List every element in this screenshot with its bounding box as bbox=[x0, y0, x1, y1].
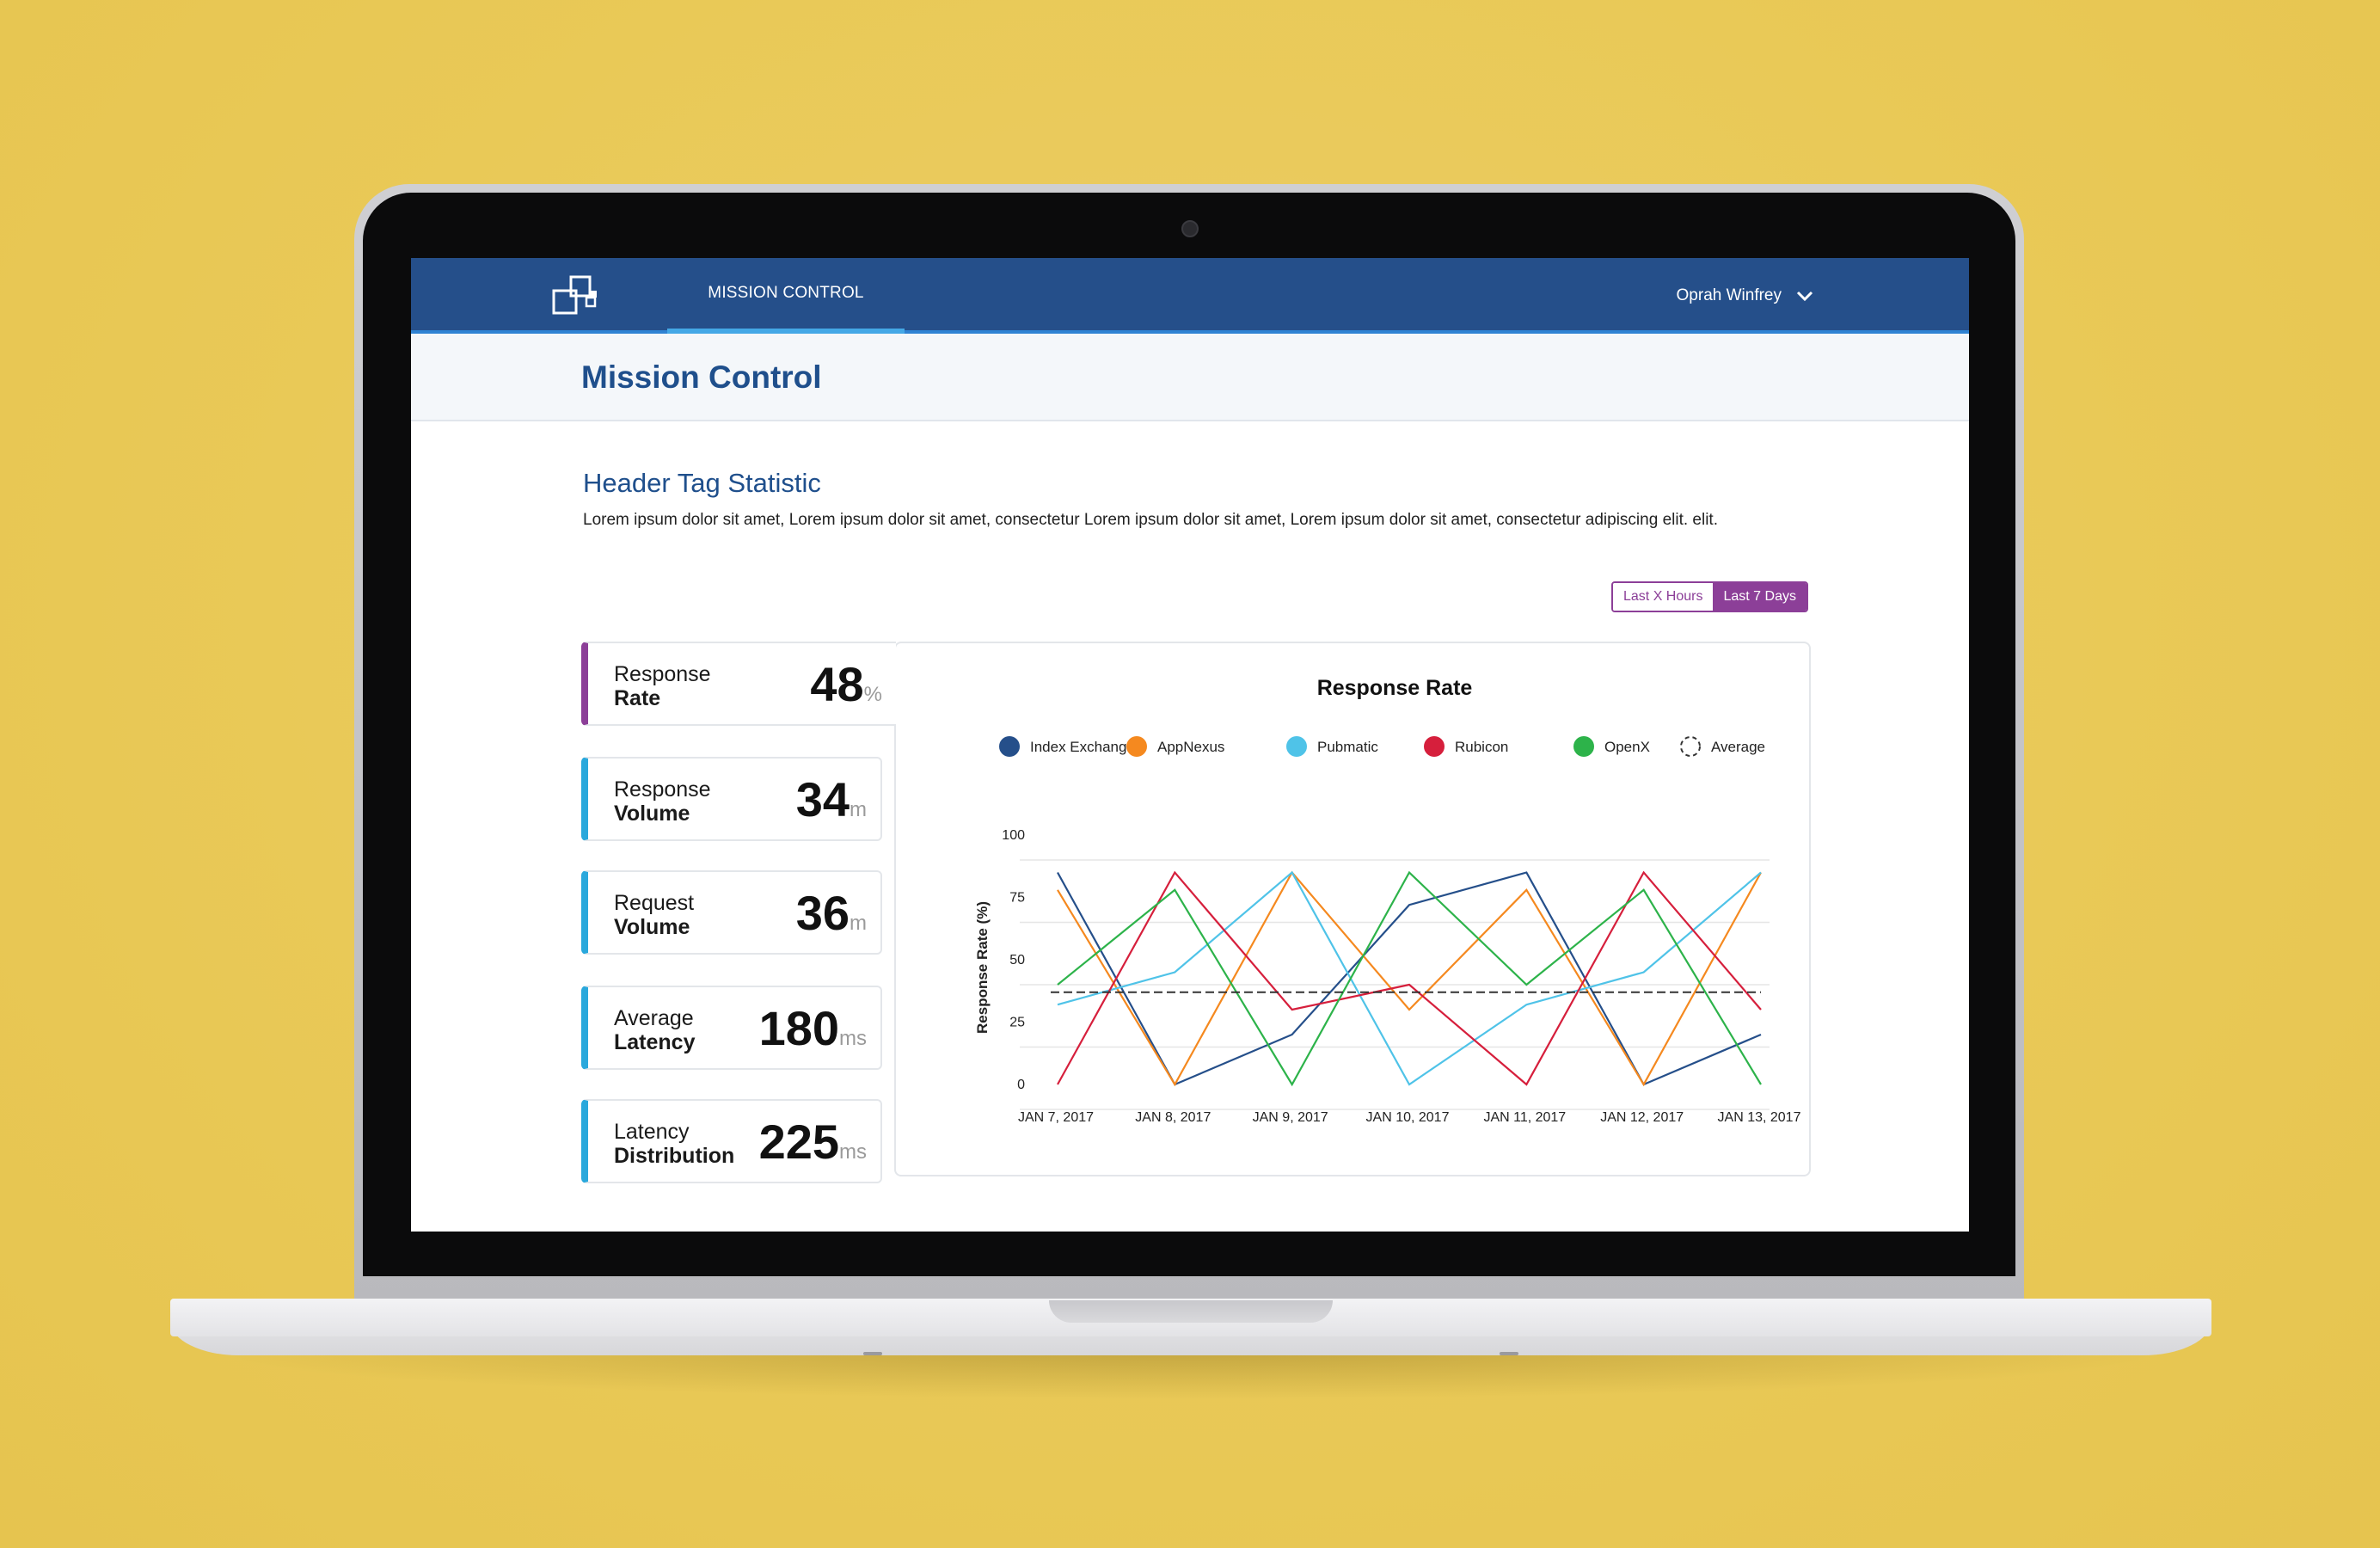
stat-card-response-volume[interactable]: Response Volume 34m bbox=[581, 757, 882, 841]
legend-label: Index Exchange bbox=[1030, 739, 1135, 755]
y-axis-label: Response Rate (%) bbox=[974, 901, 991, 1034]
user-menu[interactable]: Oprah Winfrey bbox=[1677, 258, 1814, 334]
section-description: Lorem ipsum dolor sit amet, Lorem ipsum … bbox=[583, 511, 1718, 529]
laptop-notch bbox=[1049, 1300, 1333, 1323]
chevron-down-icon bbox=[1796, 291, 1813, 302]
time-range-toggle: Last X Hours Last 7 Days bbox=[1611, 581, 1808, 612]
y-tick-label: 100 bbox=[1002, 828, 1025, 843]
legend-label: Average bbox=[1711, 739, 1765, 755]
x-tick-label: JAN 12, 2017 bbox=[1600, 1110, 1684, 1125]
stat-label: Response Volume bbox=[614, 777, 711, 826]
range-last-7-days-button[interactable]: Last 7 Days bbox=[1713, 583, 1806, 611]
stat-label: Request Volume bbox=[614, 891, 695, 939]
y-tick-label: 75 bbox=[1009, 891, 1025, 906]
stat-value: 36m bbox=[795, 886, 867, 940]
stat-value: 48% bbox=[810, 657, 882, 711]
stat-card-response-rate[interactable]: Response Rate 48% bbox=[581, 642, 896, 726]
y-tick-label: 50 bbox=[1009, 953, 1025, 968]
stat-label: Average Latency bbox=[614, 1006, 696, 1054]
stat-card-request-volume[interactable]: Request Volume 36m bbox=[581, 870, 882, 955]
webcam bbox=[1181, 220, 1199, 237]
stat-label: Latency Distribution bbox=[614, 1120, 735, 1168]
x-tick-label: JAN 10, 2017 bbox=[1366, 1110, 1450, 1125]
active-tab-indicator bbox=[667, 329, 905, 334]
range-last-x-hours-button[interactable]: Last X Hours bbox=[1613, 583, 1714, 611]
page-title: Mission Control bbox=[581, 359, 822, 395]
legend-swatch bbox=[999, 736, 1020, 757]
legend-swatch bbox=[1126, 736, 1147, 757]
chart-title: Response Rate bbox=[1317, 676, 1473, 700]
response-rate-chart: Response Rate Index Exchange AppNexus Pubma… bbox=[974, 676, 1801, 1125]
legend-label: AppNexus bbox=[1157, 739, 1224, 755]
section-title: Header Tag Statistic bbox=[583, 468, 821, 498]
legend-swatch bbox=[1424, 736, 1445, 757]
stat-label: Response Rate bbox=[614, 662, 711, 710]
stat-value: 34m bbox=[795, 772, 867, 826]
legend-swatch bbox=[1286, 736, 1307, 757]
chart-panel: Response Rate Index Exchange AppNexus Pubma… bbox=[894, 642, 1811, 1176]
legend-label: Rubicon bbox=[1455, 739, 1508, 755]
legend-swatch-average bbox=[1680, 736, 1701, 757]
laptop-foot-right bbox=[1500, 1352, 1518, 1355]
tab-mission-control[interactable]: MISSION CONTROL bbox=[708, 284, 864, 302]
y-tick-label: 25 bbox=[1009, 1016, 1025, 1030]
x-tick-label: JAN 13, 2017 bbox=[1718, 1110, 1801, 1125]
laptop-foot-left bbox=[863, 1352, 882, 1355]
app-screen: MISSION CONTROL Oprah Winfrey Mission Co… bbox=[411, 258, 1969, 1232]
stat-value: 225ms bbox=[758, 1115, 867, 1169]
x-tick-label: JAN 7, 2017 bbox=[1018, 1110, 1094, 1125]
legend-label: Pubmatic bbox=[1317, 739, 1378, 755]
legend-label: OpenX bbox=[1604, 739, 1650, 755]
app-logo-icon[interactable] bbox=[552, 273, 604, 316]
page-header: Mission Control bbox=[411, 334, 1969, 421]
legend-swatch bbox=[1573, 736, 1594, 757]
top-navbar: MISSION CONTROL Oprah Winfrey bbox=[411, 258, 1969, 334]
series-line-pubmatic bbox=[1057, 870, 1762, 1086]
x-tick-label: JAN 9, 2017 bbox=[1253, 1110, 1328, 1125]
user-name: Oprah Winfrey bbox=[1676, 286, 1782, 304]
laptop-shadow bbox=[189, 1348, 2191, 1400]
y-tick-label: 0 bbox=[1017, 1078, 1025, 1092]
series-line-index-exchange bbox=[1057, 871, 1762, 1086]
series-line-rubicon bbox=[1057, 870, 1762, 1086]
series-line-appnexus bbox=[1057, 870, 1762, 1087]
stat-card-latency-distribution[interactable]: Latency Distribution 225ms bbox=[581, 1099, 882, 1183]
series-line-openx bbox=[1057, 870, 1762, 1087]
x-tick-label: JAN 8, 2017 bbox=[1135, 1110, 1211, 1125]
stat-card-average-latency[interactable]: Average Latency 180ms bbox=[581, 986, 882, 1070]
stat-value: 180ms bbox=[758, 1001, 867, 1055]
x-tick-label: JAN 11, 2017 bbox=[1483, 1110, 1566, 1125]
